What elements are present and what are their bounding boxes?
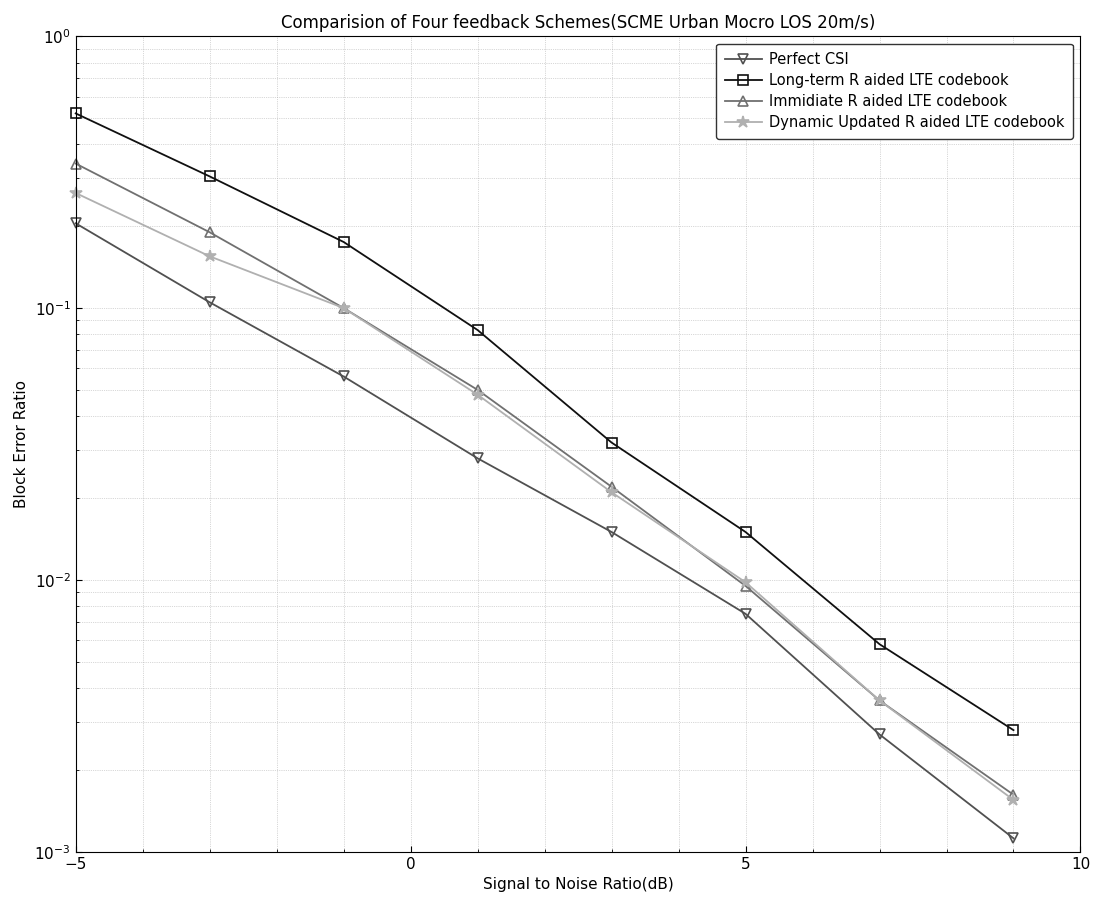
Title: Comparision of Four feedback Schemes(SCME Urban Mocro LOS 20m/s): Comparision of Four feedback Schemes(SCM… <box>280 14 875 32</box>
Immidiate R aided LTE codebook <box>203 226 216 237</box>
Dynamic Updated R aided LTE codebook <box>337 303 350 313</box>
Immidiate R aided LTE codebook <box>605 481 618 492</box>
Immidiate R aided LTE codebook <box>337 303 350 313</box>
Dynamic Updated R aided LTE codebook <box>471 390 485 400</box>
Long-term R aided LTE codebook <box>873 639 887 650</box>
Dynamic Updated R aided LTE codebook <box>873 695 887 706</box>
Perfect CSI <box>873 729 887 740</box>
Long-term R aided LTE codebook <box>471 324 485 335</box>
Immidiate R aided LTE codebook <box>873 695 887 706</box>
Perfect CSI <box>337 371 350 382</box>
Perfect CSI <box>203 297 216 308</box>
Long-term R aided LTE codebook <box>739 526 752 537</box>
Long-term R aided LTE codebook <box>1007 725 1020 736</box>
Line: Perfect CSI: Perfect CSI <box>71 218 1018 843</box>
Legend: Perfect CSI, Long-term R aided LTE codebook, Immidiate R aided LTE codebook, Dyn: Perfect CSI, Long-term R aided LTE codeb… <box>716 43 1073 139</box>
Immidiate R aided LTE codebook <box>471 384 485 395</box>
Immidiate R aided LTE codebook <box>70 159 83 169</box>
Perfect CSI <box>605 526 618 537</box>
Dynamic Updated R aided LTE codebook <box>605 487 618 497</box>
Long-term R aided LTE codebook <box>337 236 350 247</box>
Dynamic Updated R aided LTE codebook <box>1007 795 1020 805</box>
Dynamic Updated R aided LTE codebook <box>739 577 752 588</box>
Line: Dynamic Updated R aided LTE codebook: Dynamic Updated R aided LTE codebook <box>70 187 1020 806</box>
Immidiate R aided LTE codebook <box>1007 789 1020 800</box>
Dynamic Updated R aided LTE codebook <box>203 251 216 262</box>
Dynamic Updated R aided LTE codebook <box>70 188 83 198</box>
Perfect CSI <box>70 217 83 228</box>
Perfect CSI <box>739 609 752 620</box>
Line: Immidiate R aided LTE codebook: Immidiate R aided LTE codebook <box>71 159 1018 800</box>
Long-term R aided LTE codebook <box>203 171 216 182</box>
Long-term R aided LTE codebook <box>605 437 618 448</box>
Immidiate R aided LTE codebook <box>739 581 752 592</box>
Y-axis label: Block Error Ratio: Block Error Ratio <box>14 380 29 508</box>
X-axis label: Signal to Noise Ratio(dB): Signal to Noise Ratio(dB) <box>482 877 673 892</box>
Line: Long-term R aided LTE codebook: Long-term R aided LTE codebook <box>71 109 1018 735</box>
Perfect CSI <box>471 453 485 464</box>
Long-term R aided LTE codebook <box>70 108 83 119</box>
Perfect CSI <box>1007 833 1020 843</box>
